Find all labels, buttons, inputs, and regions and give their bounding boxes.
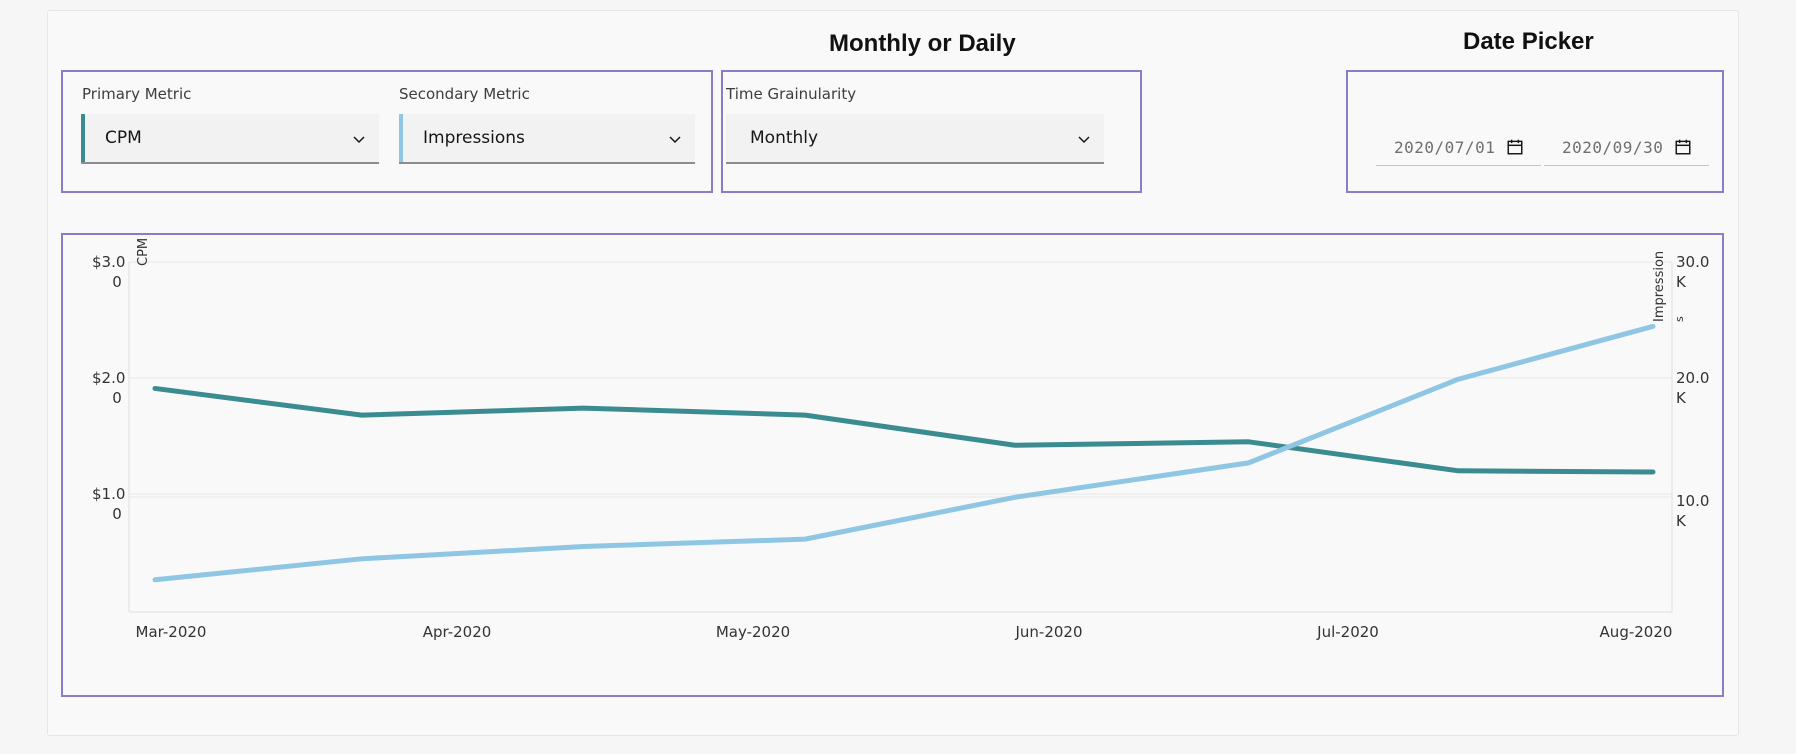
- chevron-down-icon: [353, 136, 365, 144]
- date-picker-box: [1346, 70, 1724, 193]
- primary-metric-value: CPM: [105, 128, 142, 148]
- primary-metric-select[interactable]: CPM: [81, 114, 379, 164]
- start-date-value: 2020/07/01: [1394, 138, 1496, 157]
- metric-selectors-box: [61, 70, 713, 193]
- date-picker-annotation-title: Date Picker: [1463, 28, 1594, 55]
- granularity-box: [721, 70, 1142, 193]
- chart-box: [61, 233, 1724, 697]
- calendar-icon[interactable]: [1674, 138, 1692, 156]
- end-date-value: 2020/09/30: [1562, 138, 1664, 157]
- primary-metric-accent: [81, 114, 85, 162]
- secondary-metric-value: Impressions: [423, 128, 525, 148]
- chevron-down-icon: [669, 136, 681, 144]
- secondary-metric-select[interactable]: Impressions: [399, 114, 695, 164]
- chevron-down-icon: [1078, 136, 1090, 144]
- secondary-metric-accent: [399, 114, 403, 162]
- start-date-input[interactable]: 2020/07/01: [1376, 120, 1541, 166]
- granularity-label: Time Grainularity: [726, 85, 857, 103]
- calendar-icon[interactable]: [1506, 138, 1524, 156]
- granularity-value: Monthly: [750, 128, 819, 148]
- granularity-annotation-title: Monthly or Daily: [829, 30, 1016, 57]
- end-date-input[interactable]: 2020/09/30: [1544, 120, 1709, 166]
- secondary-metric-label: Secondary Metric: [399, 85, 530, 103]
- primary-metric-label: Primary Metric: [82, 85, 192, 103]
- granularity-select[interactable]: Monthly: [726, 114, 1104, 164]
